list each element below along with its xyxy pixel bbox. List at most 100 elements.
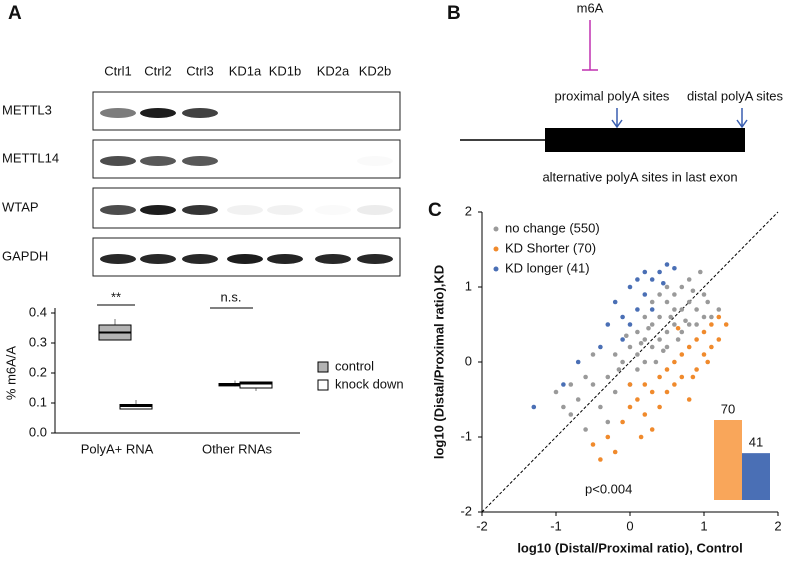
point — [649, 389, 655, 395]
point — [605, 322, 611, 327]
point — [635, 307, 640, 312]
point — [657, 374, 662, 380]
point — [672, 382, 677, 387]
point — [679, 307, 685, 312]
point — [627, 382, 633, 387]
point — [649, 322, 655, 327]
y-tick-label: 1 — [465, 278, 472, 293]
point — [679, 374, 685, 380]
point — [642, 292, 648, 297]
lane-label: Ctrl1 — [104, 63, 131, 78]
point — [627, 322, 633, 327]
point — [568, 382, 574, 387]
point — [642, 314, 648, 320]
x-tick-label: -2 — [476, 518, 488, 533]
band — [100, 108, 136, 118]
y-tick-label: 0.3 — [29, 334, 47, 349]
point — [612, 449, 618, 455]
p-value: p<0.004 — [585, 481, 632, 496]
lane-label: Ctrl3 — [186, 63, 213, 78]
point — [620, 419, 625, 425]
point — [561, 404, 566, 410]
point — [575, 359, 581, 365]
point — [709, 344, 714, 350]
point — [612, 389, 618, 395]
legend-dot — [493, 226, 499, 232]
point — [531, 404, 537, 410]
band — [315, 254, 351, 264]
band — [100, 205, 136, 215]
point — [701, 314, 707, 320]
y-tick-label: 2 — [465, 203, 472, 218]
lane-label: KD2a — [317, 63, 350, 78]
proximal-label: proximal polyA sites — [555, 88, 670, 103]
point — [694, 367, 699, 372]
point — [701, 329, 707, 335]
point — [709, 314, 714, 320]
x-tick-label: 1 — [700, 518, 707, 533]
point — [649, 299, 655, 305]
x-tick-label: Other RNAs — [202, 441, 273, 456]
band — [267, 205, 303, 215]
point — [642, 359, 648, 365]
band — [140, 254, 176, 264]
point — [675, 325, 681, 331]
bar-label: 70 — [721, 401, 735, 416]
point — [638, 340, 644, 346]
point — [664, 367, 670, 372]
point — [705, 299, 710, 305]
point — [646, 325, 651, 331]
legend-label: knock down — [335, 376, 404, 391]
point — [672, 322, 677, 327]
bar-label: 41 — [749, 435, 763, 450]
point — [716, 307, 722, 312]
row-label: METTL3 — [2, 102, 52, 117]
point — [575, 397, 581, 402]
y-tick-label: 0.1 — [29, 394, 47, 409]
lane-label: KD2b — [359, 63, 392, 78]
point — [553, 389, 559, 395]
diagonal — [481, 211, 779, 513]
point — [690, 288, 696, 294]
point — [683, 318, 688, 324]
point — [642, 382, 648, 387]
band — [182, 205, 218, 215]
point — [598, 457, 603, 462]
legend-label: no change (550) — [505, 220, 600, 235]
point — [690, 374, 696, 380]
bar — [742, 453, 770, 500]
point — [568, 412, 574, 417]
x-tick-label: PolyA+ RNA — [81, 441, 154, 456]
point — [698, 269, 703, 275]
band — [182, 254, 218, 264]
band — [357, 156, 393, 166]
legend-swatch — [317, 379, 329, 391]
distal-label: distal polyA sites — [687, 88, 784, 103]
point — [612, 299, 618, 305]
point — [620, 359, 625, 365]
point — [649, 307, 655, 312]
band — [140, 205, 176, 215]
panel-label: C — [428, 200, 442, 221]
lane-label: Ctrl2 — [144, 63, 171, 78]
point — [701, 352, 707, 357]
band — [227, 205, 263, 215]
point — [561, 382, 566, 387]
point — [620, 314, 625, 320]
site-arrows — [611, 108, 748, 129]
x-tick-label: 2 — [774, 518, 781, 533]
point — [664, 262, 670, 267]
point — [664, 329, 670, 335]
point — [649, 277, 655, 282]
point — [590, 442, 596, 447]
point — [664, 344, 670, 350]
band — [100, 156, 136, 166]
point — [686, 397, 692, 402]
point — [694, 337, 699, 342]
point — [627, 404, 633, 410]
point — [635, 352, 640, 357]
y-tick-label: -1 — [460, 428, 472, 443]
point — [635, 397, 640, 402]
point — [679, 284, 685, 290]
point — [686, 299, 692, 305]
